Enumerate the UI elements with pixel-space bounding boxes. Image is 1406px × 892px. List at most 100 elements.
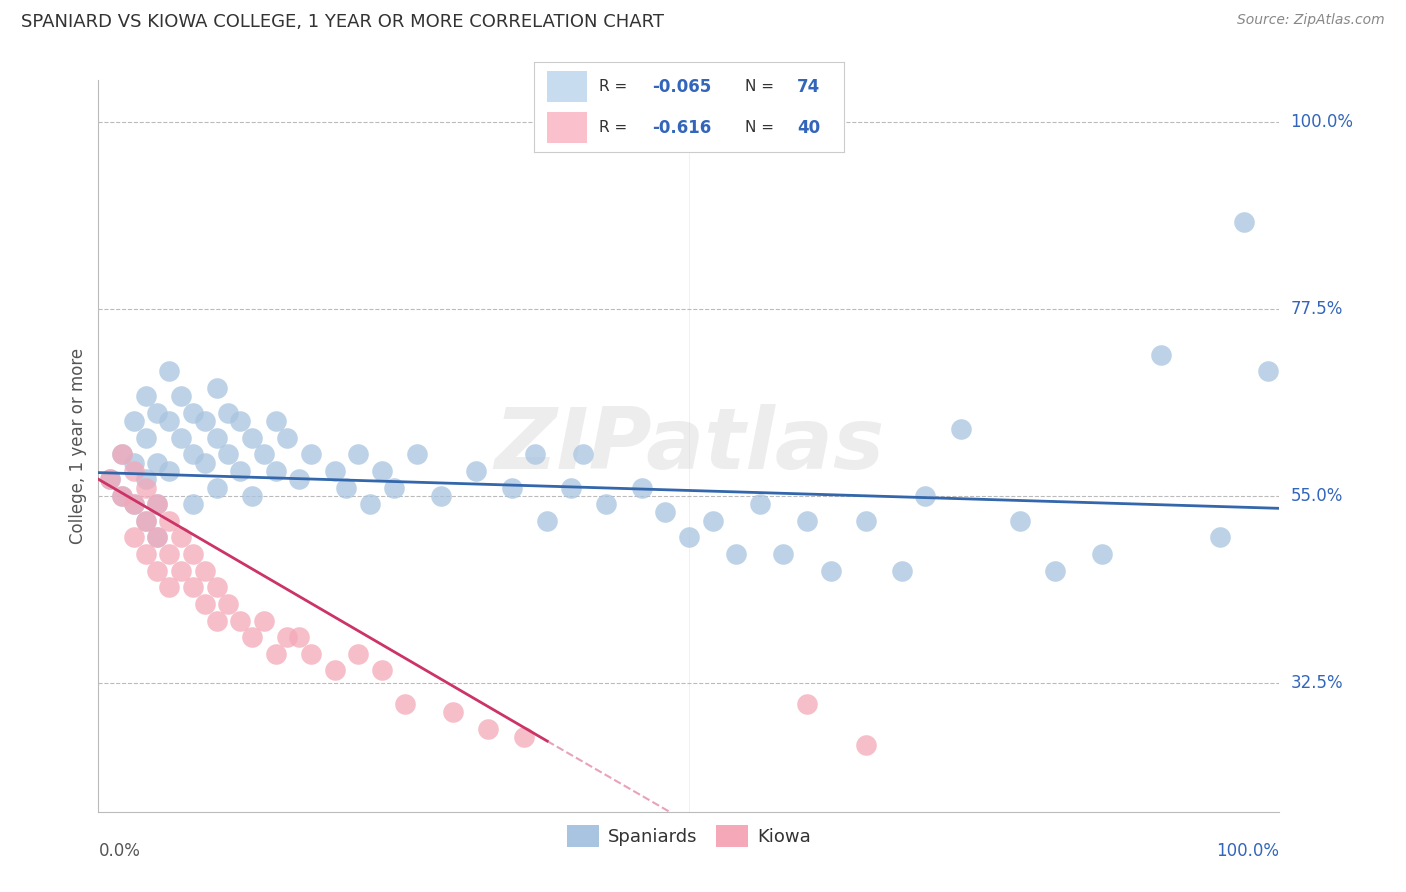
Point <box>170 389 193 403</box>
Text: -0.065: -0.065 <box>652 78 711 95</box>
Text: R =: R = <box>599 79 633 94</box>
Text: 40: 40 <box>797 119 820 136</box>
Point <box>122 530 145 544</box>
Text: N =: N = <box>745 120 779 135</box>
Point <box>630 481 652 495</box>
Point <box>678 530 700 544</box>
Point <box>122 456 145 470</box>
Point <box>146 497 169 511</box>
Point <box>135 547 157 561</box>
Legend: Spaniards, Kiowa: Spaniards, Kiowa <box>560 817 818 854</box>
Point <box>1091 547 1114 561</box>
Point <box>135 472 157 486</box>
Point <box>111 447 134 461</box>
Point <box>205 580 228 594</box>
Point <box>276 431 298 445</box>
Point <box>181 447 204 461</box>
Point <box>1233 214 1256 228</box>
Text: SPANIARD VS KIOWA COLLEGE, 1 YEAR OR MORE CORRELATION CHART: SPANIARD VS KIOWA COLLEGE, 1 YEAR OR MOR… <box>21 13 664 31</box>
Point <box>170 431 193 445</box>
Point <box>205 431 228 445</box>
Point <box>855 514 877 528</box>
Bar <box>547 71 586 102</box>
Point <box>146 530 169 544</box>
Text: ZIPatlas: ZIPatlas <box>494 404 884 488</box>
Point <box>796 514 818 528</box>
Point <box>371 464 394 478</box>
Point <box>430 489 453 503</box>
Bar <box>547 112 586 143</box>
Point <box>299 447 322 461</box>
Point <box>1257 364 1279 378</box>
Point <box>323 464 346 478</box>
Point <box>855 738 877 752</box>
Point <box>1008 514 1031 528</box>
Point <box>135 514 157 528</box>
Point <box>111 447 134 461</box>
Point <box>194 564 217 578</box>
Point <box>146 456 169 470</box>
Point <box>264 464 287 478</box>
Point <box>146 497 169 511</box>
Point <box>501 481 523 495</box>
Point <box>595 497 617 511</box>
Point <box>229 464 252 478</box>
Point <box>217 597 239 611</box>
Point <box>181 547 204 561</box>
Point <box>288 472 311 486</box>
Point <box>146 530 169 544</box>
Point <box>194 414 217 428</box>
Point <box>122 497 145 511</box>
Point <box>170 564 193 578</box>
Point <box>157 580 180 594</box>
Text: 100.0%: 100.0% <box>1291 113 1354 131</box>
Point <box>949 422 972 436</box>
Point <box>229 614 252 628</box>
Point <box>111 489 134 503</box>
Point <box>146 406 169 420</box>
Point <box>264 414 287 428</box>
Point <box>122 497 145 511</box>
Point <box>98 472 121 486</box>
Point <box>240 431 263 445</box>
Point <box>890 564 912 578</box>
Point <box>181 406 204 420</box>
Point <box>536 514 558 528</box>
Text: R =: R = <box>599 120 633 135</box>
Point <box>335 481 357 495</box>
Point <box>371 664 394 678</box>
Point <box>347 647 370 661</box>
Point <box>465 464 488 478</box>
Point <box>217 447 239 461</box>
Point <box>654 506 676 520</box>
Point <box>157 464 180 478</box>
Point <box>571 447 593 461</box>
Point <box>229 414 252 428</box>
Point <box>1150 347 1173 362</box>
Text: 100.0%: 100.0% <box>1216 842 1279 860</box>
Point <box>217 406 239 420</box>
Point <box>157 547 180 561</box>
Point <box>288 630 311 644</box>
Point <box>796 697 818 711</box>
Point <box>276 630 298 644</box>
Point <box>748 497 770 511</box>
Text: Source: ZipAtlas.com: Source: ZipAtlas.com <box>1237 13 1385 28</box>
Point <box>347 447 370 461</box>
Point <box>194 456 217 470</box>
Text: 77.5%: 77.5% <box>1291 300 1343 318</box>
Point <box>122 464 145 478</box>
Point <box>240 489 263 503</box>
Point <box>253 447 276 461</box>
Point <box>135 431 157 445</box>
Point <box>323 664 346 678</box>
Text: 74: 74 <box>797 78 821 95</box>
Point <box>146 564 169 578</box>
Point <box>441 705 464 719</box>
Point <box>512 730 534 744</box>
Point <box>181 580 204 594</box>
Point <box>264 647 287 661</box>
Point <box>122 414 145 428</box>
Point <box>157 514 180 528</box>
Point <box>1209 530 1232 544</box>
